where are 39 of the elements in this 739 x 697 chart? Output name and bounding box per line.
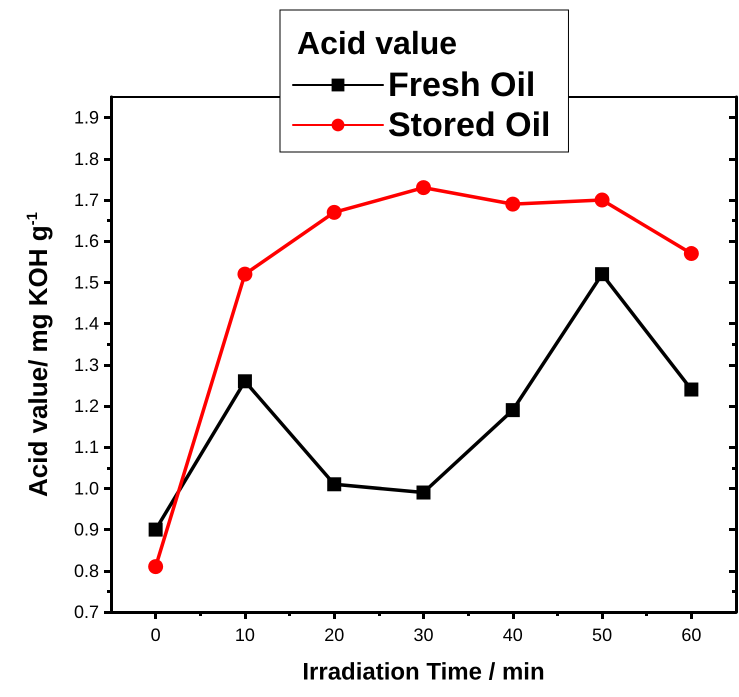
y-tick-label: 1.5: [74, 272, 99, 292]
legend-label: Fresh Oil: [388, 66, 536, 104]
point: [327, 477, 342, 492]
point: [326, 204, 342, 220]
point: [684, 246, 699, 262]
point: [416, 180, 431, 196]
x-tick-label: 20: [324, 625, 344, 645]
x-tick-label: 0: [150, 625, 161, 645]
legend-label: Stored Oil: [388, 106, 550, 144]
x-axis-title: Irradiation Time / min: [302, 658, 545, 686]
point: [416, 486, 430, 500]
point: [237, 266, 252, 282]
point: [684, 382, 698, 397]
y-tick-label: 1.9: [74, 108, 99, 128]
x-tick-label: 50: [592, 625, 612, 645]
point: [238, 374, 252, 388]
x-tick-label: 10: [234, 625, 255, 645]
y-tick-label: 0.8: [74, 560, 99, 581]
y-tick-label: 1.7: [74, 190, 99, 210]
y-tick-label: 1.2: [74, 396, 99, 416]
y-tick-label: 1.8: [74, 148, 99, 169]
y-tick-label: 1.1: [74, 437, 99, 458]
y-tick-label: 1.3: [74, 354, 99, 375]
x-tick-label: 40: [502, 625, 523, 645]
y-tick-label: 0.7: [74, 602, 99, 622]
point: [506, 403, 520, 418]
y-tick-label: 1.4: [74, 314, 99, 334]
legend-title: Acid value: [297, 25, 458, 61]
point: [595, 267, 610, 282]
y-tick-label: 0.9: [74, 520, 99, 540]
point: [594, 192, 610, 208]
point: [148, 522, 163, 537]
x-tick-label: 30: [413, 625, 434, 645]
y-tick-label: 1.6: [74, 231, 99, 252]
y-tick-label: 1.0: [74, 478, 99, 498]
point: [505, 196, 520, 212]
point: [148, 559, 164, 574]
y-axis-title: Acid value/ mg KOH g-1: [23, 212, 53, 497]
x-tick-label: 60: [681, 625, 702, 645]
